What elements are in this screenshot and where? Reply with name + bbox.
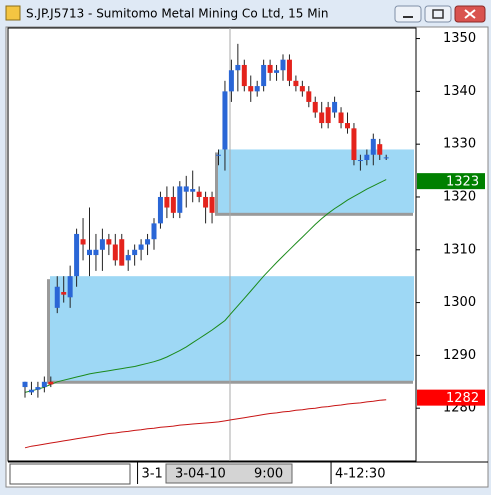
- candle-body: [170, 196, 176, 213]
- y-tick-label: 1290: [443, 348, 476, 363]
- candle-body: [325, 107, 331, 124]
- candle-body: [61, 292, 67, 295]
- candle-body: [22, 381, 28, 388]
- candle-body: [299, 86, 305, 92]
- candle-body: [74, 233, 80, 277]
- close-glyph: [464, 9, 476, 19]
- candle-body: [203, 196, 209, 208]
- candle-body: [54, 286, 60, 308]
- zone: [50, 276, 414, 381]
- candle-body: [267, 64, 273, 73]
- moving-average: [24, 399, 387, 449]
- y-tick-label: 1310: [443, 242, 476, 257]
- candle-body: [370, 138, 376, 155]
- candle-body: [286, 59, 292, 81]
- y-tick-label: 1320: [443, 189, 476, 204]
- price-marker: [417, 389, 485, 406]
- candle-body: [209, 196, 215, 213]
- candle-body: [216, 154, 221, 156]
- candle-body: [106, 239, 112, 245]
- candle-body: [67, 276, 73, 298]
- candle-body: [183, 186, 189, 192]
- candle-body: [235, 64, 241, 71]
- candle-body: [35, 387, 41, 390]
- candle-body: [332, 101, 338, 113]
- candle-body: [164, 196, 170, 208]
- candle-body: [254, 86, 260, 92]
- candle-body: [28, 389, 34, 393]
- candle-body: [125, 255, 131, 261]
- candle-body: [87, 249, 92, 256]
- price-marker: [417, 173, 485, 190]
- candle-body: [196, 191, 202, 197]
- candle-body: [383, 157, 389, 159]
- y-tick-label: 1340: [443, 84, 476, 99]
- maximize-glyph: [432, 9, 444, 19]
- candle-body: [112, 244, 118, 261]
- plot-area: [7, 27, 417, 462]
- candle-body: [293, 80, 299, 87]
- candle-body: [157, 196, 163, 224]
- candle-body: [145, 239, 151, 245]
- candle-body: [138, 244, 144, 250]
- candle-body: [151, 223, 157, 240]
- y-tick-label: 1350: [443, 31, 476, 46]
- candle-body: [48, 381, 54, 385]
- scroll-box[interactable]: [9, 463, 131, 485]
- candle-body: [241, 64, 247, 87]
- candle-body: [338, 112, 344, 124]
- candle-body: [132, 249, 138, 256]
- candle-body: [80, 239, 86, 245]
- price-marker-label: 1323: [446, 175, 479, 190]
- minimize-button[interactable]: [394, 5, 422, 23]
- candle-body: [357, 160, 363, 162]
- candle-body: [306, 91, 312, 102]
- y-tick-label: 1330: [443, 137, 476, 152]
- candle-body: [119, 239, 125, 266]
- candle-body: [41, 381, 47, 388]
- window-icon: [5, 5, 21, 21]
- candle-body: [190, 189, 196, 192]
- candle-body: [99, 239, 105, 250]
- candle-body: [312, 101, 318, 113]
- x-tick-label: 3-1: [142, 467, 163, 482]
- x-tick-label: 4-12:30: [335, 467, 385, 482]
- y-tick-label: 1300: [443, 295, 476, 310]
- window-title: S.JP.J5713 - Sumitomo Metal Mining Co Lt…: [26, 7, 328, 21]
- cursor-label-box: [165, 463, 293, 484]
- candle-body: [261, 64, 267, 87]
- candle-body: [345, 123, 350, 129]
- maximize-button[interactable]: [424, 5, 452, 23]
- candle-body: [319, 112, 325, 124]
- candle-body: [228, 70, 234, 92]
- zone: [218, 149, 414, 213]
- candle-body: [377, 144, 383, 155]
- candle-body: [248, 86, 254, 92]
- cursor-date: 3-04-10: [175, 467, 226, 482]
- moving-average: [24, 179, 387, 393]
- candle-body: [351, 128, 357, 161]
- cursor-time: 9:00: [254, 467, 283, 482]
- price-marker-label: 1282: [446, 391, 479, 406]
- candle-body: [177, 186, 183, 213]
- candle-body: [274, 70, 280, 73]
- candle-body: [280, 59, 286, 71]
- candle-body: [93, 249, 99, 256]
- candle-body: [364, 154, 370, 161]
- candle-body: [222, 91, 228, 150]
